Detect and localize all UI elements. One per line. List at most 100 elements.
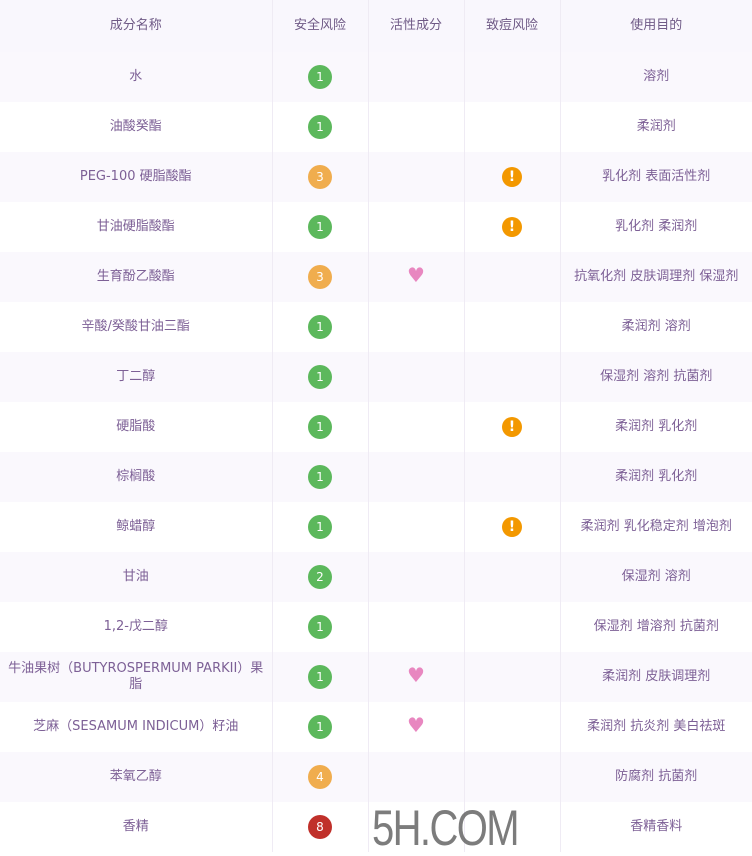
ingredient-name: PEG-100 硬脂酸酯 [0,152,272,202]
active-cell: ♥ [367,252,464,302]
safety-risk-cell: 1 [271,502,368,552]
acne-risk-cell [463,352,560,402]
risk-badge: 2 [308,565,332,589]
acne-risk-cell [463,752,560,802]
acne-risk-cell [463,802,560,852]
warning-icon: ! [502,517,522,537]
risk-badge: 3 [308,165,332,189]
active-cell [367,352,464,402]
header-purpose: 使用目的 [559,0,752,52]
risk-badge: 8 [308,815,332,839]
purpose: 柔润剂 乳化剂 [559,452,752,502]
purpose: 乳化剂 表面活性剂 [559,152,752,202]
ingredient-name: 甘油 [0,552,272,602]
heart-icon: ♥ [407,713,425,737]
table-row: 硬脂酸 1! 柔润剂 乳化剂 [0,402,752,452]
table-row: 1,2-戊二醇 1 保湿剂 增溶剂 抗菌剂 [0,602,752,652]
table-row: 辛酸/癸酸甘油三酯 1 柔润剂 溶剂 [0,302,752,352]
acne-risk-cell [463,252,560,302]
ingredient-name: 丁二醇 [0,352,272,402]
header-acne-risk: 致痘风险 [463,0,560,52]
safety-risk-cell: 1 [271,602,368,652]
safety-risk-cell: 2 [271,552,368,602]
heart-icon: ♥ [407,663,425,687]
table-row: 水 1 溶剂 [0,52,752,102]
acne-risk-cell [463,452,560,502]
safety-risk-cell: 1 [271,352,368,402]
acne-risk-cell: ! [463,402,560,452]
safety-risk-cell: 8 [271,802,368,852]
safety-risk-cell: 4 [271,752,368,802]
purpose: 柔润剂 乳化剂 [559,402,752,452]
risk-badge: 1 [308,715,332,739]
ingredient-name: 生育酚乙酸酯 [0,252,272,302]
purpose: 防腐剂 抗菌剂 [559,752,752,802]
safety-risk-cell: 1 [271,302,368,352]
purpose: 柔润剂 [559,102,752,152]
risk-badge: 1 [308,65,332,89]
ingredient-name: 苯氧乙醇 [0,752,272,802]
warning-icon: ! [502,167,522,187]
safety-risk-cell: 3 [271,252,368,302]
purpose: 保湿剂 增溶剂 抗菌剂 [559,602,752,652]
active-cell [367,602,464,652]
acne-risk-cell: ! [463,202,560,252]
table-row: 油酸癸酯 1 柔润剂 [0,102,752,152]
risk-badge: 1 [308,115,332,139]
active-cell: ♥ [367,702,464,752]
purpose: 香精香料 [559,802,752,852]
warning-icon: ! [502,417,522,437]
purpose: 柔润剂 乳化稳定剂 增泡剂 [559,502,752,552]
table-row: 生育酚乙酸酯 3 ♥ 抗氧化剂 皮肤调理剂 保湿剂 [0,252,752,302]
warning-icon: ! [502,217,522,237]
active-cell [367,302,464,352]
active-cell [367,552,464,602]
acne-risk-cell [463,552,560,602]
purpose: 保湿剂 溶剂 [559,552,752,602]
table-row: 丁二醇 1 保湿剂 溶剂 抗菌剂 [0,352,752,402]
active-cell [367,402,464,452]
active-cell: ♥ [367,652,464,702]
table-row: 苯氧乙醇 4 防腐剂 抗菌剂 [0,752,752,802]
active-cell [367,102,464,152]
ingredient-name: 鲸蜡醇 [116,519,156,534]
risk-badge: 4 [308,765,332,789]
active-cell [367,52,464,102]
purpose: 柔润剂 溶剂 [559,302,752,352]
safety-risk-cell: 1 [271,402,368,452]
ingredient-name: 牛油果树（BUTYROSPERMUM PARKII）果脂 [0,652,272,702]
active-cell [367,452,464,502]
ingredient-name: 油酸癸酯 [109,119,162,134]
risk-badge: 1 [308,315,332,339]
safety-risk-cell: 1 [271,452,368,502]
table-row: 香精 8 香精香料 [0,802,752,852]
header-active: 活性成分 [367,0,464,52]
acne-risk-cell: ! [463,502,560,552]
header-name: 成分名称 [0,0,272,52]
safety-risk-cell: 1 [271,102,368,152]
acne-risk-cell [463,602,560,652]
acne-risk-cell [463,702,560,752]
table-row: 棕榈酸 1 柔润剂 乳化剂 [0,452,752,502]
watermark-logo: 5H.COM [372,800,520,856]
safety-risk-cell: 1 [271,202,368,252]
safety-risk-cell: 1 [271,702,368,752]
ingredient-name: 芝麻（SESAMUM INDICUM）籽油 [33,719,239,734]
purpose: 柔润剂 抗炎剂 美白祛斑 [559,702,752,752]
table-row: 芝麻（SESAMUM INDICUM）籽油 1 ♥ 柔润剂 抗炎剂 美白祛斑 [0,702,752,752]
risk-badge: 1 [308,465,332,489]
ingredient-name: 棕榈酸 [0,452,272,502]
acne-risk-cell: ! [463,152,560,202]
ingredient-name: 香精 [122,819,149,834]
active-cell [367,502,464,552]
acne-risk-cell [463,102,560,152]
acne-risk-cell [463,652,560,702]
purpose: 乳化剂 柔润剂 [559,202,752,252]
acne-risk-cell [463,302,560,352]
active-cell [367,752,464,802]
header-safety-risk: 安全风险 [271,0,368,52]
ingredient-name: 甘油硬脂酸酯 [96,219,175,234]
ingredient-name: 水 [0,52,272,102]
risk-badge: 3 [308,265,332,289]
